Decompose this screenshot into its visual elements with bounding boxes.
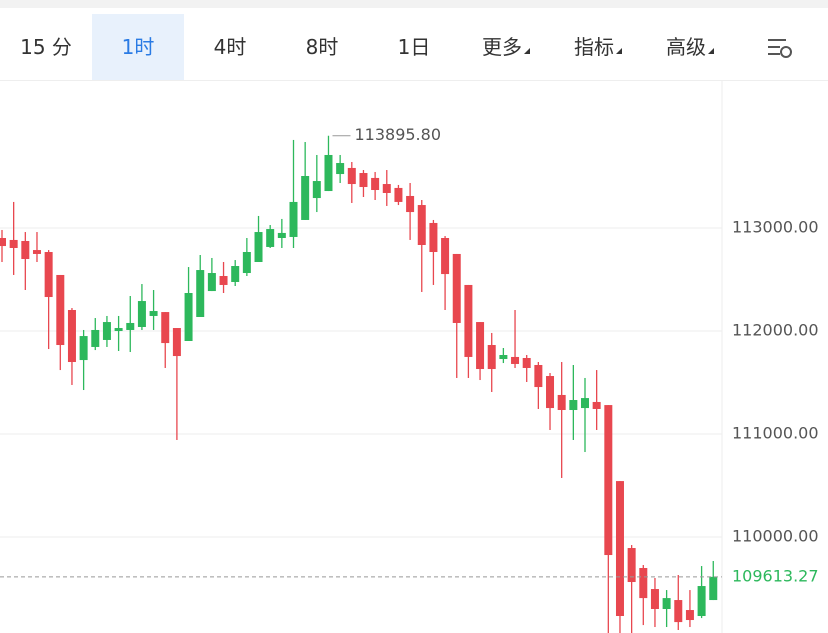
candle-body [9, 239, 18, 248]
candle-body [289, 201, 298, 237]
candle-body [709, 576, 718, 601]
candle-body [32, 250, 41, 254]
candle-body [172, 328, 181, 357]
candle-body [499, 355, 508, 360]
candle-body [639, 568, 648, 599]
candle-body [569, 400, 578, 411]
candle-body [522, 357, 531, 368]
candle-body [312, 181, 321, 199]
tab-label: 高级 [666, 35, 706, 59]
candles [0, 135, 718, 633]
candle-body [371, 177, 380, 191]
candle-body [429, 222, 438, 253]
tab-label: 1时 [121, 35, 155, 59]
candle-body [534, 364, 543, 388]
candle-body [56, 274, 65, 346]
candle-body [417, 205, 426, 246]
candle-body [149, 311, 158, 316]
candle-body [406, 195, 415, 213]
tab[interactable]: 15 分 [0, 14, 92, 80]
candle-body [557, 394, 566, 411]
candle-body [359, 173, 368, 188]
tab-label: 更多 [482, 35, 522, 59]
y-tick-label: 111000.00 [732, 424, 819, 443]
y-tick-label: 112000.00 [732, 321, 819, 340]
tab-label: 指标 [574, 35, 614, 59]
candle-body [137, 301, 146, 327]
candle-body [476, 322, 485, 370]
y-tick-label: 110000.00 [732, 527, 819, 546]
last-price-label: 109613.27 [732, 566, 819, 585]
candle-body [67, 309, 76, 363]
tab-label: 4时 [213, 35, 247, 59]
candle-body [347, 167, 356, 185]
candle-body [219, 276, 228, 285]
candle-body [394, 187, 403, 202]
candle-body [487, 345, 496, 370]
candle-body [184, 293, 193, 341]
candle-body [464, 284, 473, 357]
candle-body [546, 376, 555, 409]
tab-label: 15 分 [20, 35, 72, 59]
tab-bar: 15 分 1时 4时 8时 1日 更多 指标 高级 [0, 14, 828, 81]
candle-body [0, 238, 6, 247]
tab[interactable]: 8时 [276, 14, 368, 80]
candle-body [254, 232, 263, 262]
candle-body [452, 253, 461, 323]
candle-body [114, 328, 123, 332]
tab[interactable]: 4时 [184, 14, 276, 80]
candle-body [207, 273, 216, 292]
candle-body [44, 252, 53, 298]
candle-body [161, 312, 170, 344]
candle-body [196, 270, 205, 317]
tab[interactable]: 1日 [368, 14, 460, 80]
candle-body [441, 238, 450, 275]
candle-body [697, 586, 706, 617]
candle-body [685, 610, 694, 621]
candle-body [324, 154, 333, 192]
tab[interactable]: 指标 [552, 14, 644, 80]
tab-label: 1日 [397, 35, 431, 59]
candle-body [91, 329, 100, 347]
tab[interactable]: 更多 [460, 14, 552, 80]
tab-label: 8时 [305, 35, 339, 59]
y-tick-label: 113000.00 [732, 218, 819, 237]
candle-body [277, 232, 286, 238]
candle-body [662, 598, 671, 610]
candle-body [301, 175, 310, 220]
candle-body [382, 184, 391, 193]
candle-body [592, 401, 601, 409]
top-strip [0, 0, 828, 8]
max-label: 113895.80 [354, 125, 441, 144]
candle-body [126, 322, 135, 330]
candle-body [581, 398, 589, 409]
candle-body [615, 481, 624, 617]
candle-body [604, 405, 613, 556]
candle-body [242, 252, 251, 274]
candle-body [79, 336, 88, 361]
candle-body [650, 589, 659, 610]
candle-body [231, 266, 240, 282]
candle-body [336, 163, 345, 175]
tab[interactable]: 高级 [644, 14, 736, 80]
tab[interactable]: 1时 [92, 14, 184, 80]
settings-icon[interactable] [766, 36, 796, 60]
candle-body [511, 356, 520, 364]
candle-body [674, 600, 683, 623]
candle-body [627, 548, 636, 583]
candle-body [102, 322, 111, 340]
candle-body [266, 229, 275, 247]
candle-body [21, 240, 30, 260]
